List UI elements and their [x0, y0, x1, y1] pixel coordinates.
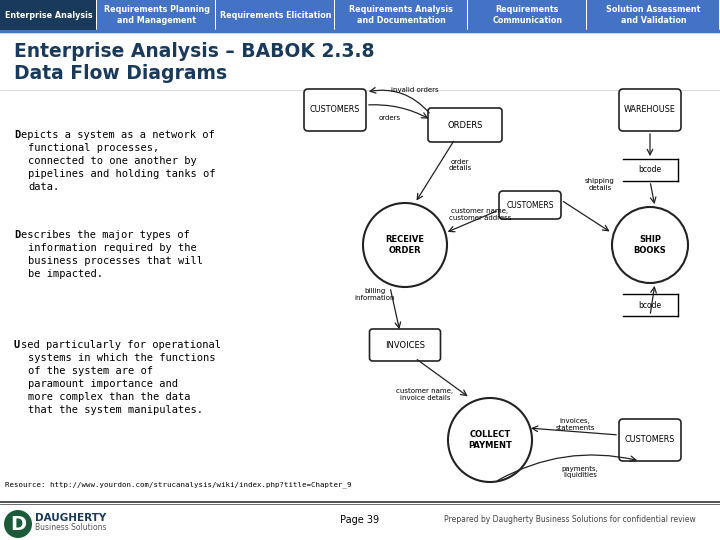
- Text: INVOICES: INVOICES: [385, 341, 425, 349]
- Bar: [587, 0, 719, 30]
- Text: shipping
details: shipping details: [585, 179, 615, 192]
- Text: CUSTOMERS: CUSTOMERS: [310, 105, 360, 114]
- Text: Solution Assessment
and Validation: Solution Assessment and Validation: [606, 5, 701, 25]
- Text: CUSTOMERS: CUSTOMERS: [506, 200, 554, 210]
- FancyBboxPatch shape: [304, 89, 366, 131]
- Text: D: D: [14, 130, 20, 140]
- Text: COLLECT
PAYMENT: COLLECT PAYMENT: [468, 430, 512, 450]
- Text: Enterprise Analysis: Enterprise Analysis: [5, 10, 92, 19]
- Circle shape: [363, 203, 447, 287]
- Text: Requirements Analysis
and Documentation: Requirements Analysis and Documentation: [349, 5, 454, 25]
- Circle shape: [612, 207, 688, 283]
- Text: Data Flow Diagrams: Data Flow Diagrams: [14, 64, 227, 83]
- Text: invoices,
statements: invoices, statements: [555, 418, 595, 431]
- Text: Enterprise Analysis – BABOK 2.3.8: Enterprise Analysis – BABOK 2.3.8: [14, 42, 374, 61]
- Text: ORDERS: ORDERS: [447, 120, 482, 130]
- Text: pipelines and holding tanks of: pipelines and holding tanks of: [28, 169, 215, 179]
- FancyBboxPatch shape: [619, 419, 681, 461]
- Text: CUSTOMERS: CUSTOMERS: [625, 435, 675, 444]
- Text: be impacted.: be impacted.: [28, 269, 103, 279]
- FancyBboxPatch shape: [428, 108, 502, 142]
- Text: billing
information: billing information: [355, 288, 395, 301]
- Text: more complex than the data: more complex than the data: [28, 392, 191, 402]
- Text: Requirements Planning
and Management: Requirements Planning and Management: [104, 5, 210, 25]
- Text: orders: orders: [379, 115, 401, 121]
- FancyBboxPatch shape: [619, 89, 681, 131]
- Circle shape: [448, 398, 532, 482]
- Text: that the system manipulates.: that the system manipulates.: [28, 405, 203, 415]
- Text: Page 39: Page 39: [341, 515, 379, 525]
- Text: Business Solutions: Business Solutions: [35, 523, 107, 532]
- Text: customer name,
invoice details: customer name, invoice details: [397, 388, 454, 402]
- Bar: [468, 0, 586, 30]
- Text: data.: data.: [28, 182, 59, 192]
- Text: invalid orders: invalid orders: [391, 87, 438, 93]
- Text: payments,
liquidities: payments, liquidities: [562, 465, 598, 478]
- Text: order
details: order details: [449, 159, 472, 172]
- Text: WAREHOUSE: WAREHOUSE: [624, 105, 676, 114]
- Text: systems in which the functions: systems in which the functions: [28, 353, 215, 363]
- Text: sed particularly for operational: sed particularly for operational: [21, 340, 221, 350]
- Circle shape: [4, 510, 32, 538]
- FancyBboxPatch shape: [369, 329, 441, 361]
- Text: Prepared by Daugherty Business Solutions for confidential review: Prepared by Daugherty Business Solutions…: [444, 516, 696, 524]
- Text: connected to one another by: connected to one another by: [28, 156, 197, 166]
- Text: of the system are of: of the system are of: [28, 366, 153, 376]
- Text: SHIP
BOOKS: SHIP BOOKS: [634, 235, 667, 255]
- Bar: [0, 0, 96, 30]
- Text: paramount importance and: paramount importance and: [28, 379, 178, 389]
- Text: information required by the: information required by the: [28, 243, 197, 253]
- Bar: [335, 0, 467, 30]
- Text: DAUGHERTY: DAUGHERTY: [35, 513, 107, 523]
- Bar: [216, 0, 334, 30]
- Bar: [97, 0, 215, 30]
- Text: Requirements Elicitation: Requirements Elicitation: [220, 10, 331, 19]
- FancyBboxPatch shape: [499, 191, 561, 219]
- Text: bcode: bcode: [639, 300, 662, 309]
- Text: U: U: [14, 340, 20, 350]
- Text: D: D: [10, 515, 26, 534]
- Text: escribes the major types of: escribes the major types of: [21, 230, 190, 240]
- Text: Requirements
Communication: Requirements Communication: [492, 5, 562, 25]
- Text: D: D: [14, 230, 20, 240]
- Text: customer name,
customer address: customer name, customer address: [449, 208, 511, 221]
- Text: RECEIVE
ORDER: RECEIVE ORDER: [385, 235, 425, 255]
- Text: functional processes,: functional processes,: [28, 143, 159, 153]
- Text: business processes that will: business processes that will: [28, 256, 203, 266]
- Text: Resource: http://www.yourdon.com/strucanalysis/wiki/index.php?title=Chapter_9: Resource: http://www.yourdon.com/strucan…: [5, 481, 351, 488]
- Text: bcode: bcode: [639, 165, 662, 174]
- Text: epicts a system as a network of: epicts a system as a network of: [21, 130, 215, 140]
